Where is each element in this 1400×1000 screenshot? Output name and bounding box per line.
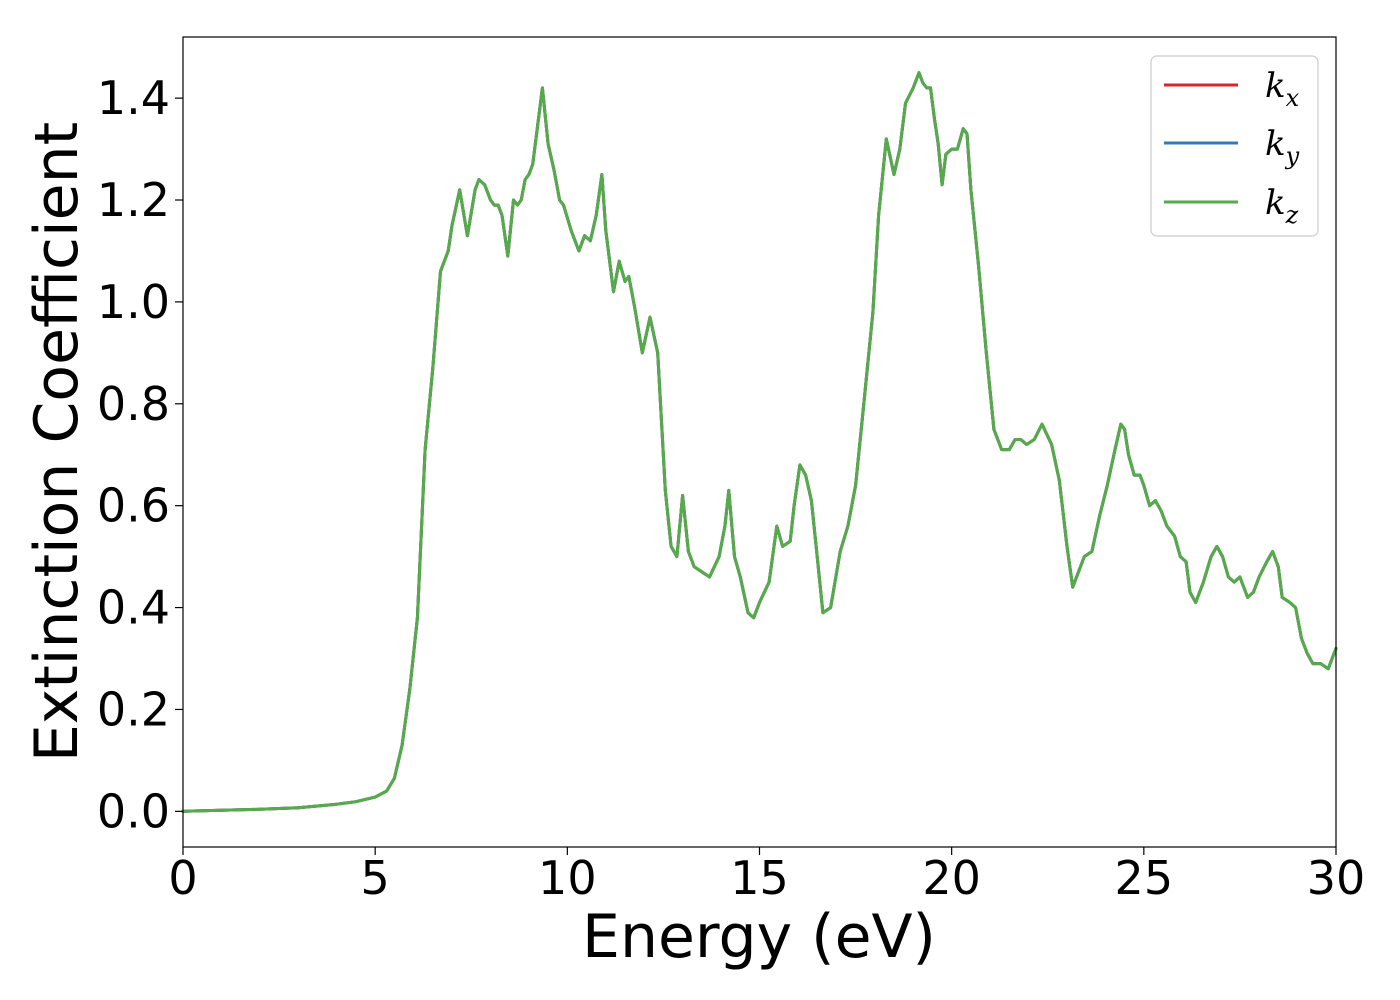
legend-box bbox=[1150, 55, 1319, 237]
legend-label-subscript: z bbox=[1285, 201, 1299, 229]
y-tick-label: 0.2 bbox=[97, 682, 170, 736]
y-tick-label: 0.8 bbox=[97, 377, 170, 431]
y-tick-label: 1.2 bbox=[97, 173, 170, 227]
y-tick-label: 0.4 bbox=[97, 581, 170, 635]
x-tick-label: 15 bbox=[730, 851, 789, 905]
legend-label-base: k bbox=[1265, 66, 1286, 106]
legend-label-subscript: y bbox=[1285, 142, 1300, 170]
series-lines bbox=[181, 71, 1338, 813]
x-axis: 0 5 10 15 20 25 30 bbox=[168, 847, 1365, 905]
y-axis: 0.0 0.2 0.4 0.6 0.8 1.0 1.2 1.4 bbox=[97, 71, 183, 838]
legend-label-kx: kx bbox=[1265, 66, 1300, 112]
x-tick-label: 25 bbox=[1115, 851, 1174, 905]
x-tick-label: 20 bbox=[922, 851, 981, 905]
legend-label-base: k bbox=[1265, 124, 1286, 164]
series-line-kz bbox=[181, 71, 1338, 813]
x-tick-label: 30 bbox=[1307, 851, 1366, 905]
y-tick-label: 1.4 bbox=[97, 71, 170, 125]
y-tick-label: 1.0 bbox=[97, 275, 170, 329]
legend-label-ky: ky bbox=[1265, 124, 1300, 170]
x-axis-title: Energy (eV) bbox=[582, 902, 936, 972]
y-tick-label: 0.6 bbox=[97, 479, 170, 533]
legend-label-base: k bbox=[1265, 183, 1286, 223]
legend-label-subscript: x bbox=[1286, 84, 1300, 112]
y-axis-title: Extinction Coefficient bbox=[22, 122, 92, 762]
x-tick-label: 10 bbox=[538, 851, 597, 905]
legend-label-kz: kz bbox=[1265, 183, 1299, 229]
x-tick-label: 5 bbox=[361, 851, 390, 905]
x-tick-label: 0 bbox=[168, 851, 197, 905]
y-tick-label: 0.0 bbox=[97, 784, 170, 838]
